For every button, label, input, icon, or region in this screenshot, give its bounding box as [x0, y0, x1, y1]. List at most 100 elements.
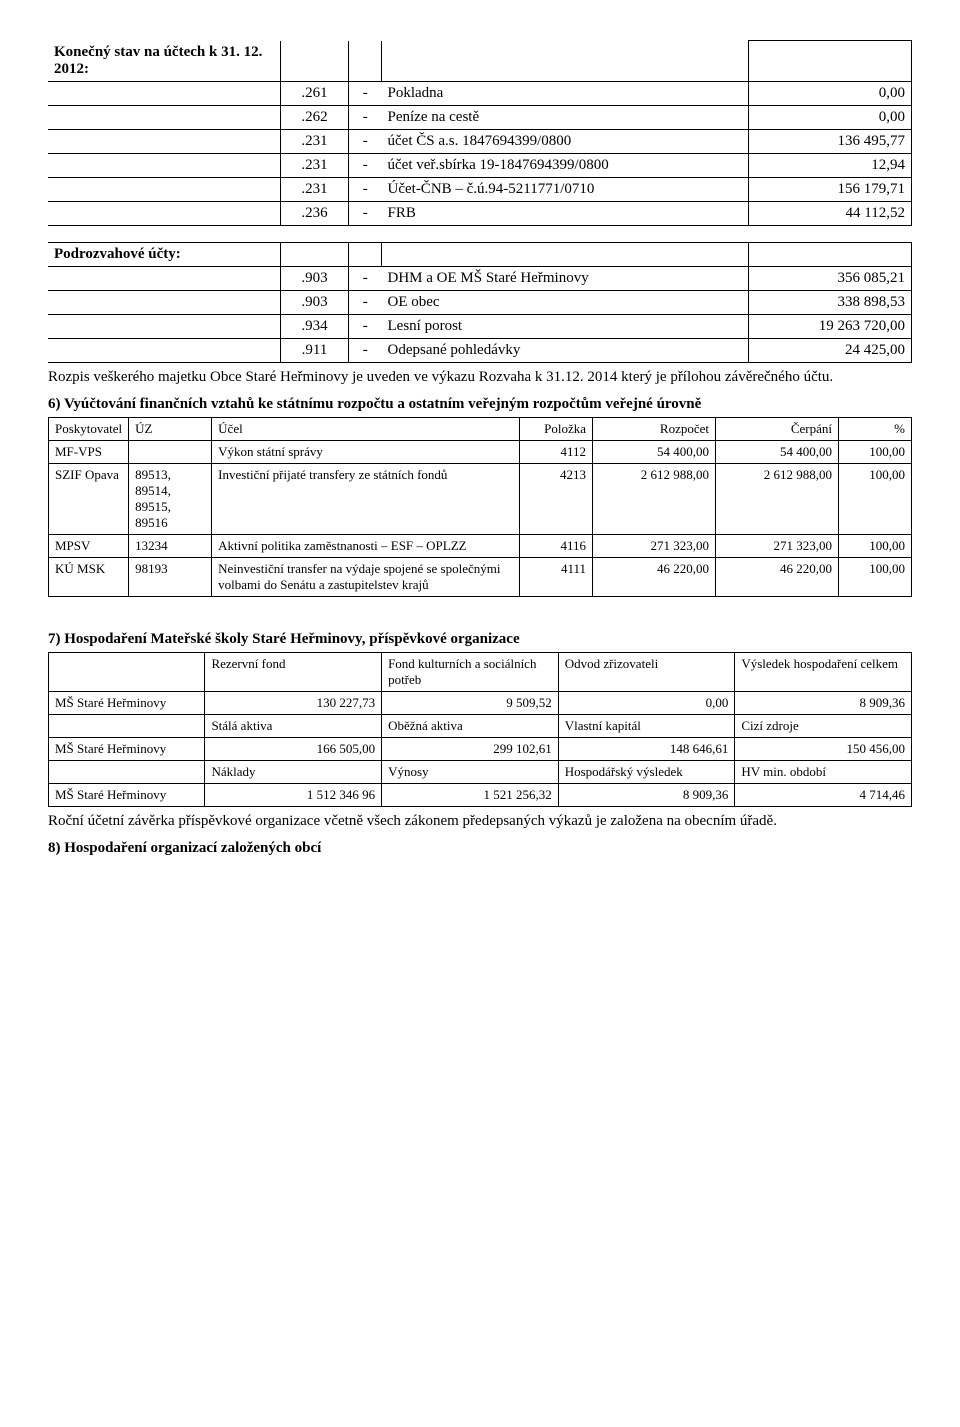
ms-entity-cell: MŠ Staré Heřminovy	[49, 691, 205, 714]
account-label: účet veř.sbírka 19-1847694399/0800	[382, 153, 749, 177]
pct-cell: 100,00	[839, 440, 912, 463]
dash: -	[349, 177, 382, 201]
account-code: .911	[281, 338, 349, 362]
account-value: 12,94	[749, 153, 912, 177]
account-code: .231	[281, 177, 349, 201]
account-code: .261	[281, 81, 349, 105]
dash: -	[349, 266, 382, 290]
section-6-title: 6) Vyúčtování finančních vztahů ke státn…	[48, 396, 912, 413]
ms-header-row: NákladyVýnosyHospodářský výsledekHV min.…	[49, 760, 912, 783]
account-value: 338 898,53	[749, 290, 912, 314]
account-value: 0,00	[749, 81, 912, 105]
ms-column-header: Náklady	[205, 760, 382, 783]
account-value: 0,00	[749, 105, 912, 129]
ms-column-header: Rezervní fond	[205, 652, 382, 691]
account-code: .231	[281, 129, 349, 153]
dash: -	[349, 129, 382, 153]
pct-cell: 100,00	[839, 557, 912, 596]
column-header: Poskytovatel	[49, 417, 129, 440]
uz-cell: 98193	[129, 557, 212, 596]
ms-column-header: Odvod zřizovateli	[558, 652, 735, 691]
spacer-cell	[48, 129, 281, 153]
budget-cell: 271 323,00	[593, 534, 716, 557]
provider-cell: MPSV	[49, 534, 129, 557]
account-code: .903	[281, 290, 349, 314]
ms-value-row: MŠ Staré Heřminovy166 505,00299 102,6114…	[49, 737, 912, 760]
account-label: DHM a OE MŠ Staré Heřminovy	[382, 266, 749, 290]
ms-value-cell: 130 227,73	[205, 691, 382, 714]
ms-column-header: Oběžná aktiva	[382, 714, 559, 737]
budget-cell: 54 400,00	[593, 440, 716, 463]
provider-cell: SZIF Opava	[49, 463, 129, 534]
drawn-cell: 46 220,00	[716, 557, 839, 596]
ms-value-cell: 148 646,61	[558, 737, 735, 760]
pct-cell: 100,00	[839, 534, 912, 557]
table-row: MF-VPSVýkon státní správy411254 400,0054…	[49, 440, 912, 463]
spacer-cell	[48, 338, 281, 362]
title-row: Konečný stav na účtech k 31. 12. 2012:	[48, 41, 912, 82]
account-label: Lesní porost	[382, 314, 749, 338]
ms-value-cell: 9 509,52	[382, 691, 559, 714]
spacer-cell	[48, 266, 281, 290]
accounts-table-1: Konečný stav na účtech k 31. 12. 2012: .…	[48, 40, 912, 226]
account-value: 356 085,21	[749, 266, 912, 290]
table-row: .903-DHM a OE MŠ Staré Heřminovy356 085,…	[48, 266, 912, 290]
dash: -	[349, 153, 382, 177]
account-code: .231	[281, 153, 349, 177]
ms-header-row: Stálá aktivaOběžná aktivaVlastní kapitál…	[49, 714, 912, 737]
spacer-cell	[48, 290, 281, 314]
ms-value-row: MŠ Staré Heřminovy130 227,739 509,520,00…	[49, 691, 912, 714]
account-value: 44 112,52	[749, 201, 912, 225]
uz-cell: 89513, 89514, 89515, 89516	[129, 463, 212, 534]
ms-column-header: Hospodářský výsledek	[558, 760, 735, 783]
ms-value-cell: 4 714,46	[735, 783, 912, 806]
account-label: Odepsané pohledávky	[382, 338, 749, 362]
account-code: .262	[281, 105, 349, 129]
ms-value-cell: 8 909,36	[558, 783, 735, 806]
dash: -	[349, 201, 382, 225]
table-row: .934-Lesní porost19 263 720,00	[48, 314, 912, 338]
purpose-cell: Investiční přijaté transfery ze státních…	[212, 463, 520, 534]
ms-column-header: Vlastní kapitál	[558, 714, 735, 737]
item-cell: 4213	[520, 463, 593, 534]
table-row: .231-Účet-ČNB – č.ú.94-5211771/0710156 1…	[48, 177, 912, 201]
spacer-cell	[48, 153, 281, 177]
accounts-table-2: Podrozvahové účty: .903-DHM a OE MŠ Star…	[48, 242, 912, 363]
dash: -	[349, 81, 382, 105]
ms-column-header: Výsledek hospodaření celkem	[735, 652, 912, 691]
dash: -	[349, 338, 382, 362]
spacer-cell	[49, 652, 205, 691]
ms-entity-cell: MŠ Staré Heřminovy	[49, 783, 205, 806]
column-header: %	[839, 417, 912, 440]
ms-value-row: MŠ Staré Heřminovy1 512 346 961 521 256,…	[49, 783, 912, 806]
drawn-cell: 271 323,00	[716, 534, 839, 557]
transfers-header-row: PoskytovatelÚZÚčelPoložkaRozpočetČerpání…	[49, 417, 912, 440]
pct-cell: 100,00	[839, 463, 912, 534]
section-7-title: 7) Hospodaření Mateřské školy Staré Heřm…	[48, 631, 912, 648]
ms-header-row: Rezervní fondFond kulturních a sociálníc…	[49, 652, 912, 691]
table-row: KÚ MSK98193Neinvestiční transfer na výda…	[49, 557, 912, 596]
uz-cell: 13234	[129, 534, 212, 557]
ms-column-header: Stálá aktiva	[205, 714, 382, 737]
column-header: Položka	[520, 417, 593, 440]
account-label: Peníze na cestě	[382, 105, 749, 129]
account-label: Účet-ČNB – č.ú.94-5211771/0710	[382, 177, 749, 201]
spacer-cell	[48, 81, 281, 105]
table-row: .903-OE obec338 898,53	[48, 290, 912, 314]
spacer-cell	[49, 714, 205, 737]
ms-column-header: Fond kulturních a sociálních potřeb	[382, 652, 559, 691]
ms-table: Rezervní fondFond kulturních a sociálníc…	[48, 652, 912, 807]
ms-column-header: Výnosy	[382, 760, 559, 783]
drawn-cell: 2 612 988,00	[716, 463, 839, 534]
ms-value-cell: 1 521 256,32	[382, 783, 559, 806]
table-row: MPSV13234Aktivní politika zaměstnanosti …	[49, 534, 912, 557]
item-cell: 4116	[520, 534, 593, 557]
budget-cell: 46 220,00	[593, 557, 716, 596]
table-row: .911-Odepsané pohledávky24 425,00	[48, 338, 912, 362]
ms-value-cell: 299 102,61	[382, 737, 559, 760]
column-header: Účel	[212, 417, 520, 440]
section-8-title: 8) Hospodaření organizací založených obc…	[48, 840, 912, 857]
rozpis-paragraph: Rozpis veškerého majetku Obce Staré Heřm…	[48, 369, 912, 386]
spacer-cell	[48, 177, 281, 201]
ms-column-header: Cizí zdroje	[735, 714, 912, 737]
